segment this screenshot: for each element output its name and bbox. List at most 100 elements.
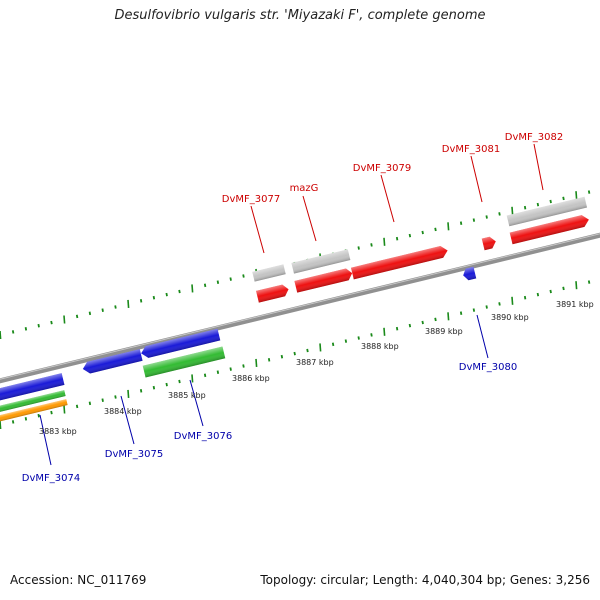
major-tick xyxy=(63,405,66,414)
minor-tick xyxy=(587,190,591,194)
label-mazg: mazG xyxy=(290,183,319,194)
gene-mazg-outer[interactable] xyxy=(291,249,351,274)
gene-dvmf-3079[interactable] xyxy=(350,245,449,280)
minor-tick xyxy=(498,212,501,216)
gene-dvmf-3080[interactable] xyxy=(462,266,477,281)
leader-dvmf-3076 xyxy=(189,379,204,427)
minor-tick xyxy=(536,202,540,207)
gene-dvmf-3077[interactable] xyxy=(256,283,290,303)
scale-label-3891: 3891 kbp xyxy=(556,300,594,309)
major-tick xyxy=(447,312,450,321)
gene-dvmf-3082[interactable] xyxy=(509,214,591,245)
minor-tick xyxy=(50,320,53,325)
scale-label-3885: 3885 kbp xyxy=(168,391,206,400)
major-tick xyxy=(511,206,514,215)
minor-tick xyxy=(370,243,373,247)
label-dvmf-3075: DvMF_3075 xyxy=(105,449,163,460)
major-tick xyxy=(447,222,450,231)
minor-tick xyxy=(536,292,540,297)
minor-tick xyxy=(395,326,399,331)
minor-tick xyxy=(331,342,335,347)
minor-tick xyxy=(587,280,591,284)
minor-tick xyxy=(523,205,527,210)
minor-tick xyxy=(421,320,424,325)
label-dvmf-3079: DvMF_3079 xyxy=(353,163,411,174)
minor-tick xyxy=(11,420,15,424)
minor-tick xyxy=(485,305,488,309)
accession-text: Accession: NC_011769 xyxy=(10,573,147,587)
major-tick xyxy=(383,237,386,246)
minor-tick xyxy=(11,330,15,334)
minor-tick xyxy=(24,417,28,421)
genome-backbone xyxy=(0,232,600,384)
minor-tick xyxy=(306,348,309,353)
minor-tick xyxy=(152,295,156,300)
genome-backbone-highlight xyxy=(0,233,600,380)
minor-tick xyxy=(37,413,40,418)
major-tick xyxy=(575,191,578,200)
minor-tick xyxy=(178,289,181,294)
major-tick xyxy=(0,420,2,430)
minor-tick xyxy=(459,311,463,315)
minor-tick xyxy=(357,246,360,250)
major-tick xyxy=(575,281,578,290)
major-tick xyxy=(127,389,130,398)
minor-tick xyxy=(216,280,220,284)
major-tick xyxy=(383,327,386,336)
minor-tick xyxy=(242,274,245,278)
minor-tick xyxy=(472,218,476,222)
lower-tick-row xyxy=(0,280,591,430)
gene-dvmf-3074-orange[interactable] xyxy=(0,399,68,424)
minor-tick xyxy=(549,289,552,294)
scale-label-3888: 3888 kbp xyxy=(361,342,399,351)
minor-tick xyxy=(472,308,476,312)
minor-tick xyxy=(229,367,232,371)
minor-tick xyxy=(88,311,92,316)
minor-tick xyxy=(523,295,527,300)
minor-tick xyxy=(395,236,399,241)
minor-tick xyxy=(562,196,565,201)
minor-tick xyxy=(165,292,168,297)
gene-dvmf-3076[interactable] xyxy=(142,346,226,378)
scale-label-3887: 3887 kbp xyxy=(296,358,334,367)
leader-dvmf-3079 xyxy=(380,174,395,223)
minor-tick xyxy=(485,215,488,219)
label-dvmf-3082: DvMF_3082 xyxy=(505,132,563,143)
major-tick xyxy=(191,284,194,293)
gene-dvmf-3076-blue[interactable] xyxy=(140,328,221,359)
gene-dvmf-3074-green[interactable] xyxy=(0,390,66,415)
label-dvmf-3074: DvMF_3074 xyxy=(22,473,80,484)
gene-dvmf-3081[interactable] xyxy=(481,236,497,251)
minor-tick xyxy=(24,327,28,331)
gene-dvmf-3075[interactable] xyxy=(81,349,143,375)
major-tick xyxy=(191,374,194,383)
minor-tick xyxy=(216,370,220,374)
minor-tick xyxy=(408,233,412,238)
minor-tick xyxy=(562,286,565,291)
gene-mazg[interactable] xyxy=(294,267,353,293)
minor-tick xyxy=(139,299,143,303)
major-tick xyxy=(255,358,258,367)
minor-tick xyxy=(165,382,168,387)
minor-tick xyxy=(459,221,463,225)
minor-tick xyxy=(242,364,245,368)
minor-tick xyxy=(434,227,437,232)
minor-tick xyxy=(408,323,412,328)
minor-tick xyxy=(139,389,143,393)
scale-label-3883: 3883 kbp xyxy=(39,427,77,436)
minor-tick xyxy=(498,302,501,306)
gene-dvmf-3077-outer[interactable] xyxy=(252,264,286,282)
minor-tick xyxy=(75,314,79,319)
gene-dvmf-3074[interactable] xyxy=(0,373,65,403)
minor-tick xyxy=(101,308,104,312)
label-dvmf-3076: DvMF_3076 xyxy=(174,431,232,442)
minor-tick xyxy=(114,305,117,309)
leader-dvmf-3077 xyxy=(250,205,265,254)
minor-tick xyxy=(434,317,437,322)
genome-title: Desulfovibrio vulgaris str. 'Miyazaki F'… xyxy=(114,8,486,23)
gene-dvmf-3082-outer[interactable] xyxy=(506,196,588,227)
label-dvmf-3081: DvMF_3081 xyxy=(442,144,500,155)
minor-tick xyxy=(152,385,156,390)
major-tick xyxy=(319,343,322,352)
